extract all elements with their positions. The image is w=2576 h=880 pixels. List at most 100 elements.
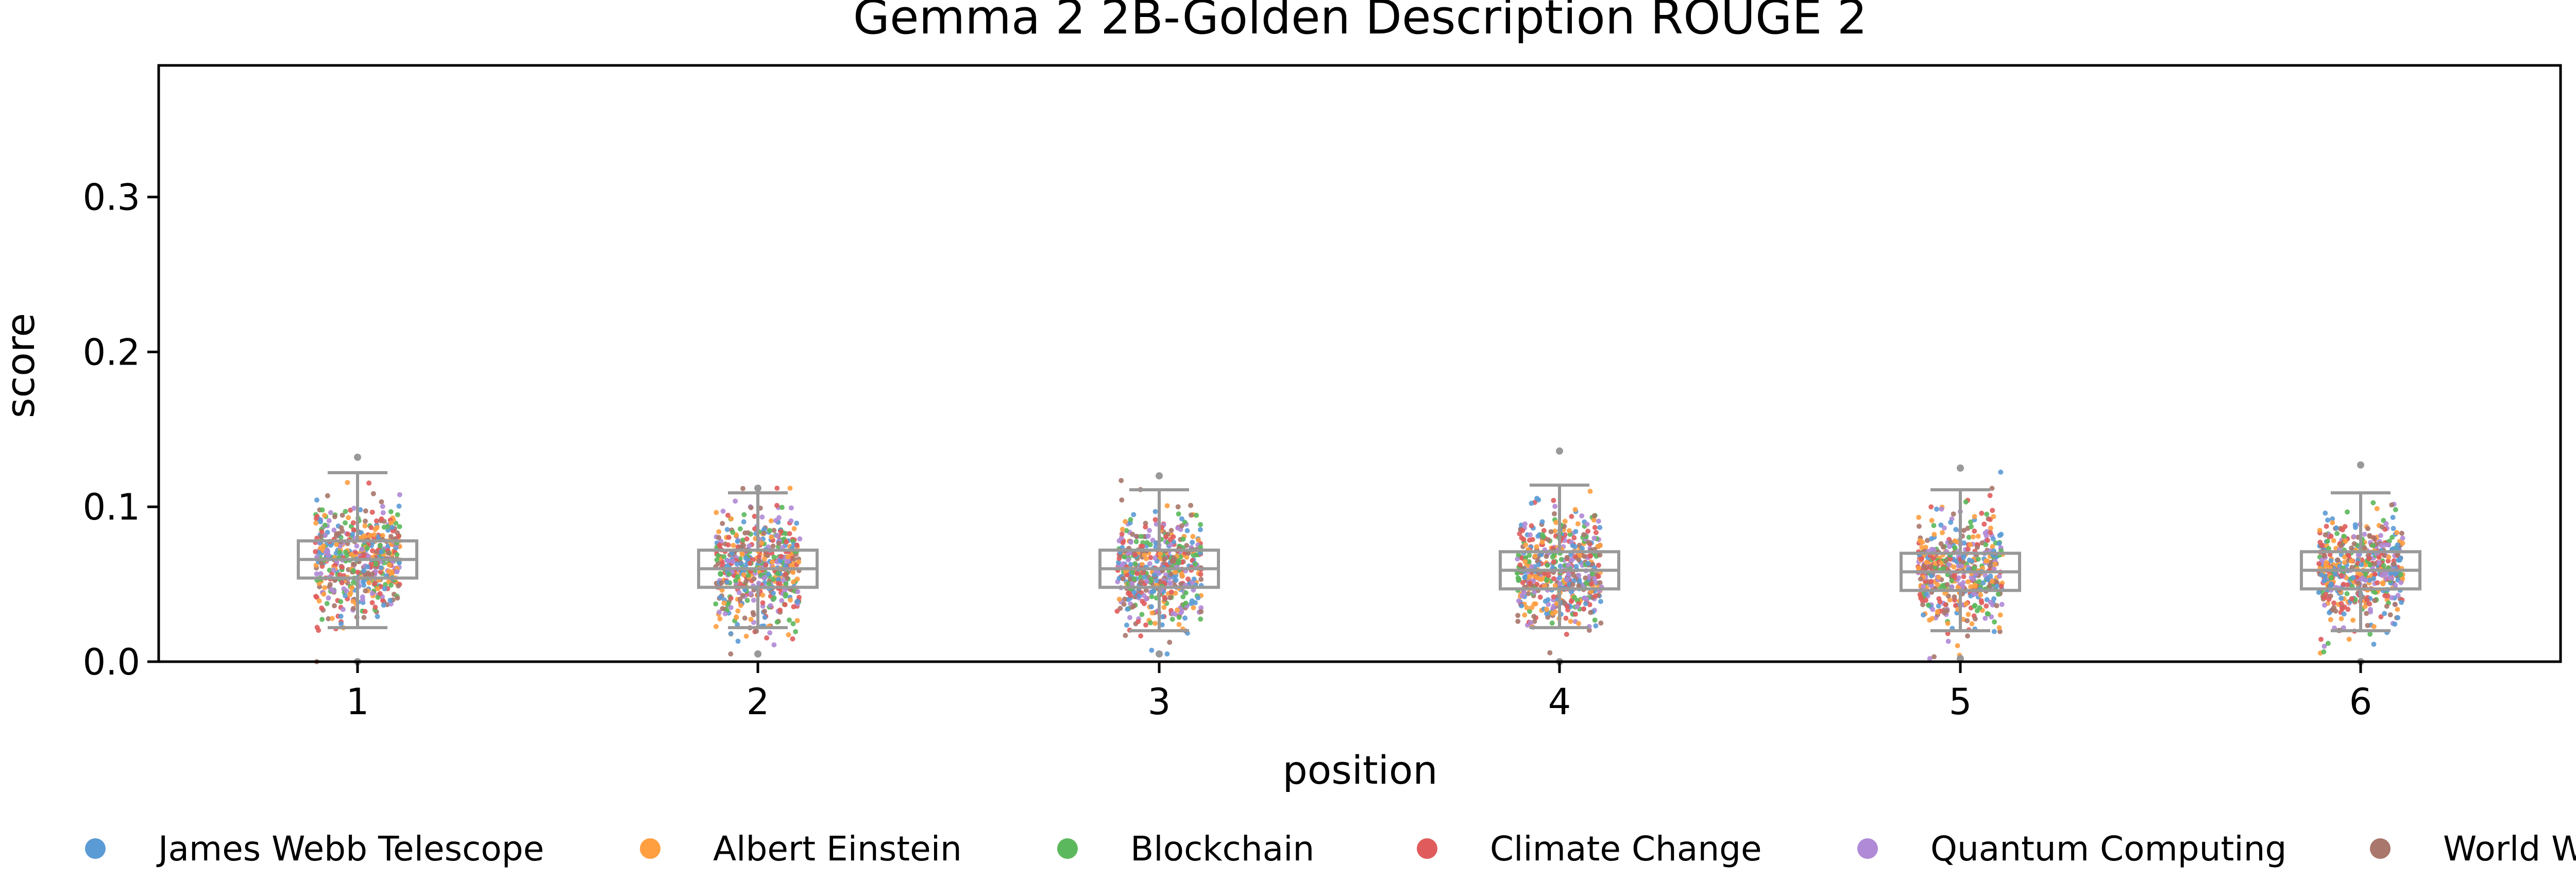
strip-point bbox=[1576, 573, 1582, 578]
strip-point bbox=[1198, 572, 1204, 577]
strip-point bbox=[1940, 544, 1946, 550]
strip-point bbox=[363, 588, 368, 594]
x-tick-label: 1 bbox=[346, 681, 369, 723]
strip-point bbox=[396, 560, 402, 565]
strip-point bbox=[1928, 504, 1934, 510]
strip-point bbox=[347, 592, 352, 598]
strip-point bbox=[1198, 609, 1204, 614]
strip-point bbox=[2321, 553, 2327, 559]
strip-point bbox=[1531, 601, 1537, 607]
strip-point bbox=[329, 587, 334, 593]
strip-point bbox=[2330, 516, 2335, 522]
strip-point bbox=[1984, 597, 1990, 602]
strip-point bbox=[329, 616, 335, 622]
strip-point bbox=[375, 586, 381, 592]
strip-point bbox=[1548, 529, 1554, 534]
strip-point bbox=[1198, 616, 1204, 622]
strip-point bbox=[350, 520, 356, 526]
strip-point bbox=[1179, 516, 1184, 522]
strip-point bbox=[1114, 608, 1120, 614]
strip-point bbox=[1987, 493, 1993, 498]
strip-point bbox=[1532, 618, 1537, 624]
strip-point bbox=[319, 616, 325, 622]
strip-point bbox=[1121, 601, 1127, 607]
strip-point bbox=[777, 607, 783, 613]
strip-point bbox=[1190, 533, 1196, 539]
strip-point bbox=[1147, 528, 1152, 533]
strip-point bbox=[1529, 523, 1534, 529]
strip-point bbox=[779, 505, 785, 510]
strip-point bbox=[1927, 617, 1933, 623]
strip-point bbox=[1549, 620, 1555, 626]
strip-point bbox=[2321, 649, 2327, 654]
strip-point bbox=[360, 597, 365, 602]
strip-point bbox=[1515, 556, 1520, 562]
legend-label: Quantum Computing bbox=[1930, 829, 2286, 869]
strip-point bbox=[2355, 580, 2361, 586]
strip-point bbox=[313, 549, 318, 555]
strip-point bbox=[1970, 534, 1976, 540]
strip-point bbox=[1597, 580, 1603, 585]
strip-point bbox=[361, 533, 367, 539]
strip-point bbox=[1564, 555, 1570, 560]
strip-point bbox=[1944, 608, 1950, 614]
strip-point bbox=[1184, 555, 1190, 560]
strip-point bbox=[734, 561, 740, 567]
strip-point bbox=[730, 529, 736, 535]
strip-point bbox=[1935, 582, 1940, 588]
strip-point bbox=[353, 550, 359, 556]
strip-point bbox=[1940, 583, 1945, 589]
strip-point bbox=[2350, 575, 2356, 580]
strip-point bbox=[379, 499, 384, 505]
strip-point bbox=[726, 572, 732, 577]
strip-point bbox=[776, 577, 781, 582]
strip-point bbox=[2333, 525, 2339, 531]
strip-point bbox=[350, 561, 356, 567]
strip-point bbox=[717, 542, 722, 548]
strip-point bbox=[1153, 517, 1158, 523]
strip-point bbox=[728, 605, 734, 610]
strip-point bbox=[1193, 561, 1198, 567]
strip-point bbox=[322, 585, 328, 591]
strip-point bbox=[1164, 503, 1170, 509]
strip-point bbox=[719, 580, 724, 586]
strip-point bbox=[1147, 561, 1153, 566]
strip-point bbox=[373, 568, 379, 574]
strip-point bbox=[1589, 571, 1595, 577]
strip-point bbox=[743, 555, 749, 561]
strip-point bbox=[1592, 617, 1598, 623]
strip-point bbox=[1946, 562, 1952, 567]
strip-point bbox=[2382, 542, 2388, 548]
strip-point bbox=[1175, 504, 1181, 510]
x-tick-label: 6 bbox=[2349, 681, 2372, 723]
strip-point bbox=[2371, 642, 2377, 647]
strip-point bbox=[1180, 537, 1186, 542]
strip-point bbox=[1995, 591, 2001, 597]
strip-point bbox=[2395, 542, 2400, 548]
strip-point bbox=[1151, 572, 1157, 578]
strip-point bbox=[1522, 575, 1528, 580]
strip-point bbox=[1582, 554, 1587, 559]
strip-point bbox=[2382, 593, 2388, 598]
strip-point bbox=[378, 565, 384, 571]
strip-point bbox=[2395, 607, 2400, 612]
strip-point bbox=[1546, 573, 1551, 578]
strip-point bbox=[714, 557, 720, 563]
strip-point bbox=[1168, 589, 1174, 595]
strip-point bbox=[1527, 574, 1533, 579]
strip-point bbox=[1594, 580, 1599, 585]
strip-point bbox=[747, 543, 752, 549]
strip-point bbox=[2335, 557, 2341, 563]
strip-point bbox=[1929, 583, 1935, 589]
y-tick-label: 0.1 bbox=[83, 486, 140, 528]
strip-point bbox=[1983, 542, 1989, 547]
strip-point bbox=[2321, 602, 2327, 608]
strip-point bbox=[1150, 588, 1156, 594]
strip-point bbox=[1139, 612, 1145, 617]
strip-point bbox=[2365, 623, 2370, 628]
strip-point bbox=[350, 606, 356, 611]
strip-point bbox=[771, 596, 776, 602]
strip-point bbox=[1991, 514, 1996, 520]
strip-point bbox=[725, 542, 731, 548]
strip-point bbox=[1531, 590, 1537, 595]
